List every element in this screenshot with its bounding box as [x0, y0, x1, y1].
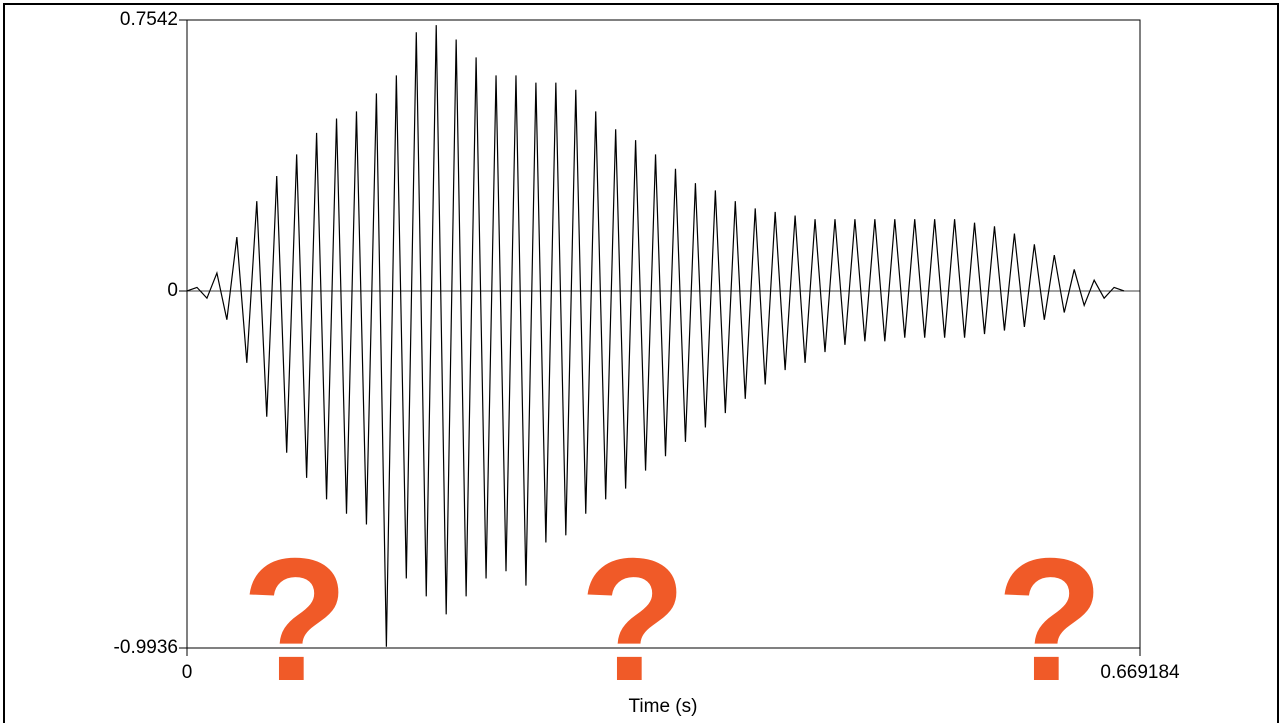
y-tick-label: -0.9936: [114, 637, 178, 658]
y-tick-label: 0.7542: [120, 9, 178, 30]
plot-frame: [186, 19, 1141, 649]
y-tick-label: 0: [167, 280, 178, 301]
question-mark: ?: [997, 523, 1104, 718]
question-mark: ?: [242, 523, 349, 718]
waveform: [186, 25, 1125, 647]
x-axis-label: Time (s): [629, 696, 698, 717]
x-tick-label: 0.669184: [1100, 662, 1180, 683]
question-mark: ?: [580, 523, 687, 718]
outer-frame: [3, 3, 1279, 723]
x-tick-label: 0: [182, 662, 193, 683]
